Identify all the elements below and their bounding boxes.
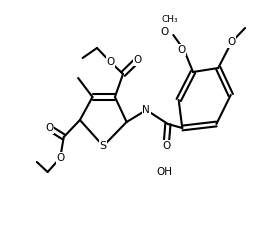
- Text: O: O: [45, 123, 54, 133]
- Text: O: O: [228, 37, 236, 47]
- Text: O: O: [56, 153, 64, 163]
- Text: OH: OH: [156, 167, 172, 177]
- Text: N: N: [143, 105, 150, 115]
- Text: S: S: [100, 141, 107, 151]
- Text: O: O: [133, 55, 142, 65]
- Text: CH₃: CH₃: [161, 15, 178, 24]
- Text: O: O: [160, 27, 168, 37]
- Text: O: O: [162, 141, 170, 151]
- Text: O: O: [178, 45, 186, 55]
- Text: O: O: [106, 57, 115, 67]
